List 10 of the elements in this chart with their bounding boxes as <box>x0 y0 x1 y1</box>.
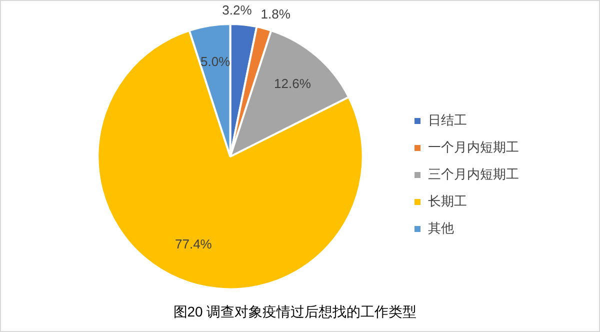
data-label: 77.4% <box>175 236 212 252</box>
data-label: 1.8% <box>260 6 291 22</box>
legend-label: 一个月内短期工 <box>428 140 519 155</box>
legend-label: 三个月内短期工 <box>428 166 519 182</box>
legend-label: 日结工 <box>428 112 467 128</box>
legend-label: 长期工 <box>428 194 467 209</box>
data-label: 12.6% <box>274 76 312 91</box>
text: 图20 调查对象疫情过后想找的工作类型 <box>173 303 417 320</box>
legend-label: 其他 <box>428 220 454 236</box>
data-label: 3.2% <box>222 2 252 18</box>
